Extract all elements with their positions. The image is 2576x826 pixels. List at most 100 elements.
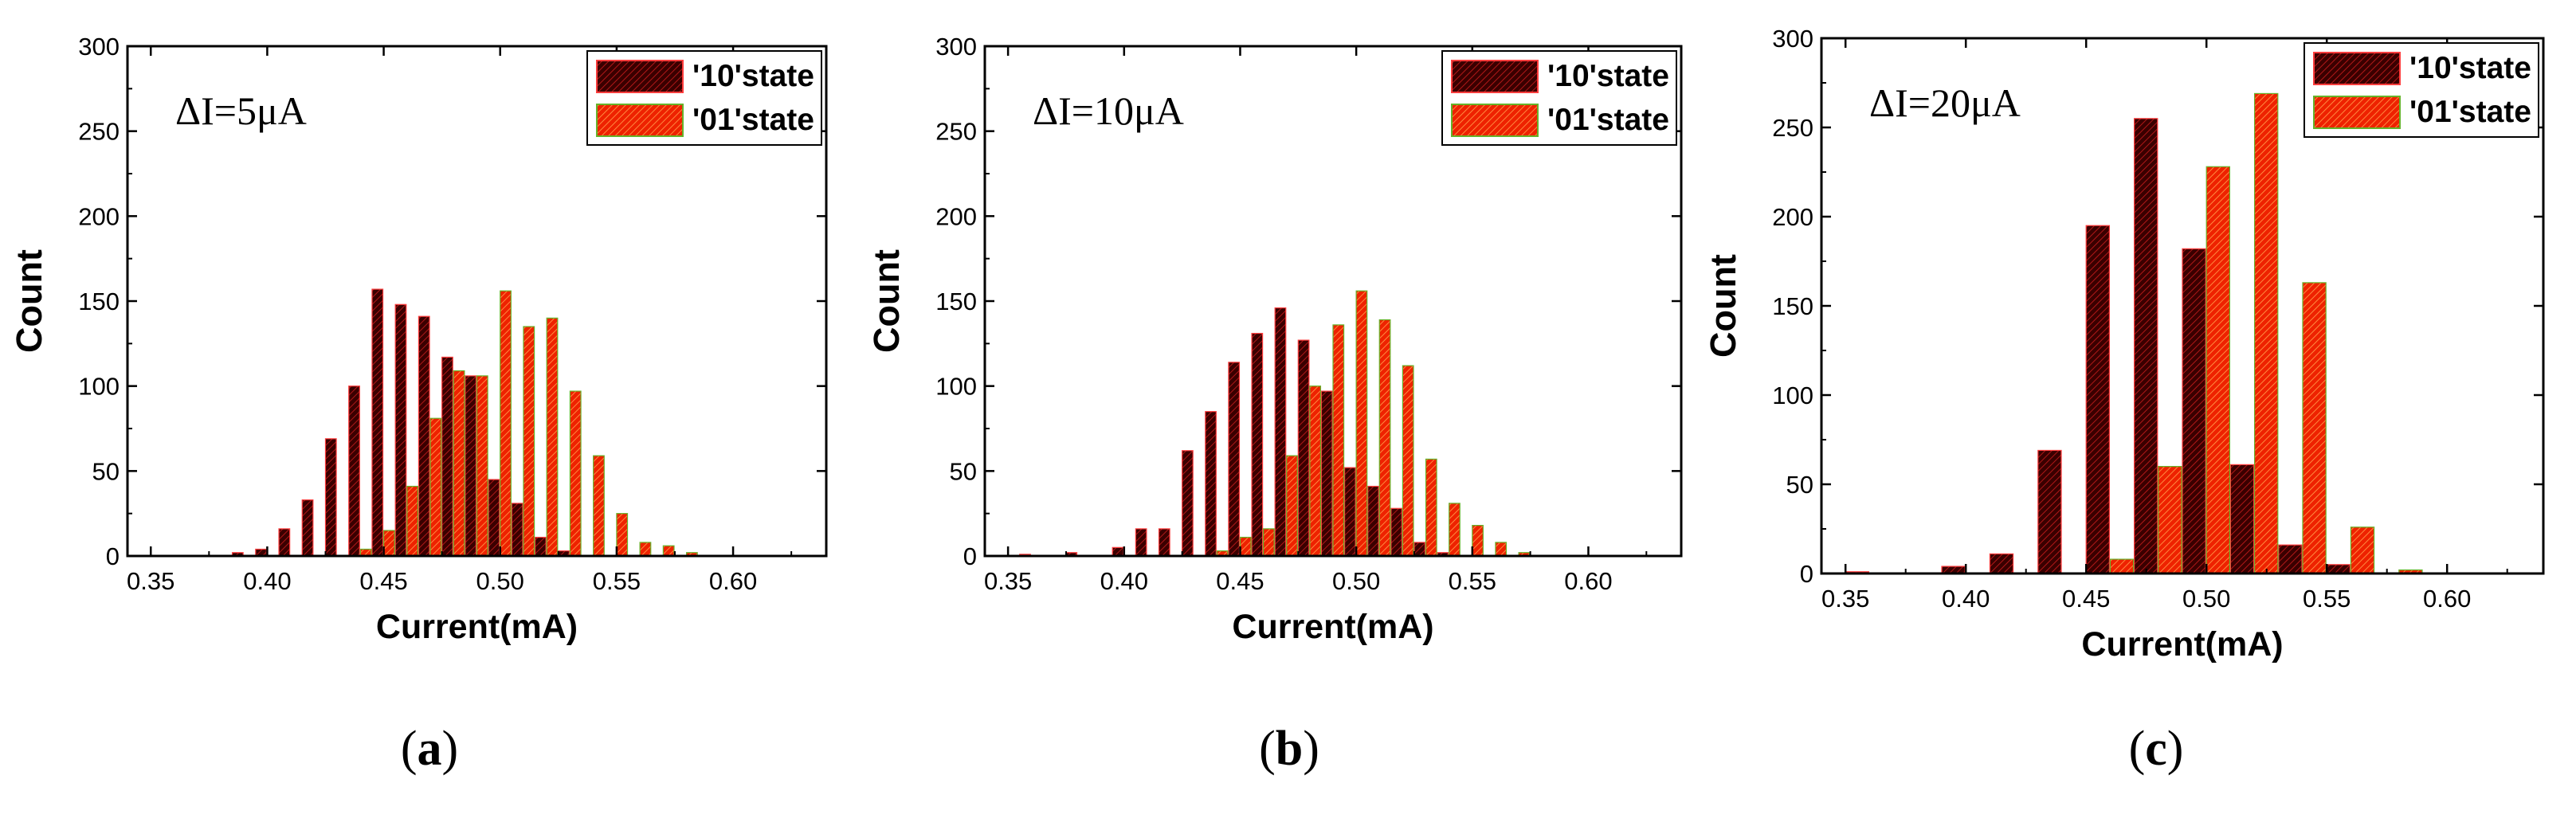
x-tick-label: 0.40 [1942, 585, 1990, 613]
x-tick-label: 0.45 [1216, 567, 1264, 595]
x-tick-label: 0.40 [243, 567, 291, 595]
legend-swatch-10-state [1451, 60, 1539, 93]
delta-i-annotation: ΔI=5μA [175, 88, 307, 133]
y-tick-label: 0 [106, 542, 120, 570]
x-tick-label: 0.55 [593, 567, 641, 595]
bar-01-state [476, 375, 488, 557]
bar-10-state [394, 303, 407, 557]
y-tick-label: 200 [78, 202, 120, 230]
bar-10-state [511, 503, 523, 557]
bar-10-state [278, 528, 291, 557]
bar-01-state [593, 455, 605, 557]
bar-10-state [441, 356, 453, 557]
panel-c: 0 50 100 150 200 250 300 0.35 0.40 0.45 0.50 0.55 0.… [1703, 0, 2576, 826]
y-tick-label: 150 [1772, 292, 1813, 320]
bar-10-state [1228, 362, 1241, 557]
y-tick-label: 250 [1772, 114, 1813, 142]
legend-swatch-10-state [2313, 52, 2401, 85]
bar-10-state [1205, 411, 1217, 557]
bar-01-state [1239, 536, 1252, 557]
y-tick-label: 100 [1772, 382, 1813, 409]
legend-label: '01'state [692, 103, 814, 137]
bar-01-state [1402, 365, 1414, 557]
x-tick-label: 0.35 [127, 567, 174, 595]
y-tick-label: 300 [78, 33, 120, 61]
bar-01-state [569, 390, 582, 557]
y-tick-label: 0 [963, 542, 977, 570]
bar-10-state [2085, 225, 2111, 574]
panel-a: 0 50 100 150 200 250 300 0.35 0.40 0.45 0.50 0.55 0.… [0, 0, 859, 826]
bar-01-state [1449, 503, 1461, 557]
bar-01-state [1309, 386, 1322, 557]
bar-01-state [382, 530, 395, 557]
bar-10-state [1320, 390, 1333, 557]
y-tick-label: 250 [935, 118, 977, 146]
bar-10-state [534, 536, 547, 557]
x-tick-label: 0.50 [2182, 585, 2230, 613]
legend-swatch-10-state [596, 60, 684, 93]
bar-10-state [2278, 544, 2303, 574]
x-tick-label: 0.35 [984, 567, 1032, 595]
x-axis-label: Current(mA) [376, 608, 578, 646]
bar-10-state [1158, 528, 1170, 557]
caption-a: (a) [400, 722, 459, 776]
legend-label: '01'state [2409, 95, 2531, 129]
bar-01-state [429, 417, 442, 557]
bar-01-state [2109, 558, 2135, 574]
y-tick-label: 50 [950, 457, 977, 485]
bar-01-state [1355, 290, 1368, 557]
legend-swatch-01-state [2313, 96, 2401, 129]
bar-01-state [1332, 324, 1345, 557]
x-tick-label: 0.50 [1332, 567, 1380, 595]
legend-label: '10'state [692, 59, 814, 93]
x-tick-label: 0.60 [2423, 585, 2471, 613]
x-tick-label: 0.35 [1821, 585, 1869, 613]
bar-10-state [1367, 485, 1379, 557]
bar-10-state [418, 315, 430, 557]
x-tick-label: 0.50 [476, 567, 524, 595]
legend-label: '10'state [1547, 59, 1669, 93]
histogram-chart-b: 0 50 100 150 200 250 300 0.35 0.40 0.45 0.50 0.55 0.… [866, 33, 1683, 646]
bar-10-state [1274, 307, 1287, 557]
delta-i-annotation: ΔI=10μA [1033, 88, 1184, 133]
y-tick-label: 150 [935, 288, 977, 315]
x-axis-label: Current(mA) [1232, 608, 1433, 646]
bar-01-state [2158, 465, 2182, 574]
y-tick-label: 50 [92, 457, 120, 485]
y-tick-label: 0 [1800, 560, 1813, 588]
bar-01-state [2302, 282, 2327, 574]
bar-01-state [1286, 455, 1298, 557]
x-tick-label: 0.60 [1564, 567, 1612, 595]
y-tick-label: 200 [935, 202, 977, 230]
x-tick-label: 0.40 [1100, 567, 1148, 595]
legend-label: '01'state [1547, 103, 1669, 137]
bar-10-state [1251, 332, 1264, 557]
y-tick-label: 100 [78, 373, 120, 401]
bar-01-state [2205, 166, 2231, 574]
bar-01-state [1472, 524, 1484, 557]
bar-10-state [2037, 449, 2062, 574]
bar-10-state [1390, 507, 1403, 557]
histogram-chart-a: 0 50 100 150 200 250 300 0.35 0.40 0.45 0.50 0.55 0.… [9, 33, 828, 646]
bar-01-state [1495, 542, 1508, 557]
x-tick-label: 0.55 [2303, 585, 2351, 613]
bar-10-state [1135, 528, 1147, 557]
bar-01-state [523, 326, 535, 557]
bar-01-state [616, 513, 629, 557]
bar-10-state [1343, 467, 1356, 557]
bar-01-state [453, 370, 465, 557]
bar-01-state [500, 290, 512, 557]
bar-10-state [465, 375, 477, 557]
legend-swatch-01-state [1451, 104, 1539, 137]
bar-10-state [2133, 118, 2158, 574]
bar-10-state [1112, 546, 1124, 557]
y-tick-label: 250 [78, 118, 120, 146]
bar-01-state [2350, 527, 2375, 574]
y-tick-label: 300 [1772, 25, 1813, 53]
bar-10-state [488, 479, 500, 557]
bar-10-state [2326, 564, 2351, 574]
y-tick-label: 50 [1786, 471, 1813, 499]
bar-01-state [1378, 319, 1391, 557]
bar-01-state [1425, 458, 1437, 557]
x-axis-label: Current(mA) [2081, 625, 2283, 664]
